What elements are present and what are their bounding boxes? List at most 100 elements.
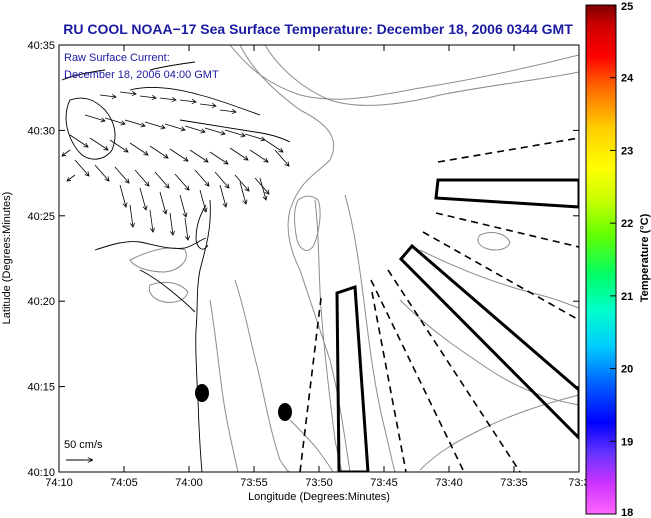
current-vector-head: [263, 157, 269, 163]
current-vector-head: [124, 178, 130, 184]
current-vector: [219, 184, 227, 208]
current-vector: [94, 164, 110, 182]
current-vector: [239, 181, 247, 205]
current-vector-head: [140, 122, 146, 128]
current-annotation-line1: Raw Surface Current:: [64, 52, 170, 64]
current-vector: [264, 139, 284, 153]
current-vector: [159, 97, 177, 101]
y-axis-ticks: 40:35 40:30 40:25 40:20 40:15 40:10: [27, 40, 579, 479]
current-vector: [144, 121, 166, 129]
zone-east: [398, 243, 579, 441]
current-vector-head: [231, 108, 237, 115]
coastline-nj-shore: [195, 199, 211, 472]
current-vector-head: [160, 124, 166, 130]
current-vector-head: [182, 212, 188, 218]
current-vector: [199, 189, 207, 213]
coastline-staten: [65, 97, 116, 160]
current-vector: [66, 174, 76, 182]
current-vector-head: [240, 132, 246, 138]
contour-coast-inner: [209, 299, 239, 472]
current-vector: [129, 204, 134, 228]
current-vector: [184, 217, 189, 241]
colorbar-tick-label: 19: [621, 436, 633, 448]
current-vector-head: [184, 185, 190, 191]
bathymetry-contours: [129, 45, 579, 472]
current-vector-head: [151, 94, 157, 101]
coastline-river-1: [61, 69, 106, 81]
y-tick-label: 40:20: [27, 296, 55, 308]
current-vector: [189, 149, 209, 163]
current-vector-head: [149, 227, 156, 233]
plot-area: Raw Surface Current: December 18, 2006 0…: [58, 44, 580, 473]
current-vector: [149, 145, 169, 159]
current-vector-head: [123, 147, 129, 153]
current-vector: [184, 125, 206, 133]
y-tick-label: 40:15: [27, 382, 55, 394]
current-vector: [104, 117, 126, 125]
coastline-river-2: [149, 61, 196, 71]
current-vector-head: [244, 186, 250, 192]
coastline-brooklyn: [129, 87, 261, 116]
current-vector: [134, 169, 150, 187]
current-vector-head: [180, 126, 186, 132]
current-vector: [214, 171, 230, 189]
current-vector-head: [104, 176, 110, 182]
current-vector: [244, 133, 266, 141]
coastline-inlet: [139, 269, 196, 313]
current-vector-head: [129, 222, 136, 228]
current-vector-head: [100, 117, 106, 123]
current-vector-head: [262, 195, 268, 201]
current-vector-head: [242, 199, 248, 205]
current-vector: [99, 94, 117, 98]
current-vector: [174, 173, 190, 191]
current-vector-head: [191, 98, 197, 105]
colorbar-tick-label: 24: [621, 73, 634, 85]
current-vector-head: [278, 147, 284, 153]
current-vector: [159, 191, 167, 215]
current-vector: [154, 171, 170, 189]
current-vector-head: [220, 130, 226, 136]
current-vector: [139, 95, 157, 99]
current-vector: [89, 137, 109, 151]
current-vector: [69, 134, 89, 148]
current-vector-head: [103, 145, 109, 151]
map-contents: [61, 45, 579, 472]
current-vector-head: [122, 202, 128, 208]
station-markers: [195, 384, 292, 421]
colorbar-tick-label: 21: [621, 291, 633, 303]
contour-channel-loop: [294, 195, 321, 251]
current-vector: [209, 151, 229, 165]
current-vector: [139, 187, 147, 211]
current-vector: [119, 91, 137, 95]
y-axis-label: Latitude (Degrees:Minutes): [1, 192, 13, 325]
current-vector: [179, 194, 187, 218]
colorbar-tick-label: 20: [621, 364, 633, 376]
coastline-rockaway: [179, 119, 291, 143]
current-vector: [194, 169, 210, 187]
colorbar-tick-label: 23: [621, 145, 633, 157]
current-vector-head: [120, 120, 126, 126]
y-tick-label: 40:30: [27, 125, 55, 137]
current-vector: [109, 139, 129, 153]
contour-shelf-1: [239, 45, 351, 472]
current-vector: [169, 212, 174, 236]
current-vector-head: [264, 189, 270, 195]
colorbar-label: Temperature (°C): [639, 213, 651, 302]
x-tick-label: 73:50: [305, 477, 333, 489]
contour-bay-2: [148, 281, 189, 303]
current-vector-head: [162, 209, 168, 215]
current-vector-head: [164, 183, 170, 189]
current-vector: [149, 209, 154, 233]
current-vector-head: [224, 183, 230, 189]
current-vector: [234, 174, 250, 192]
transect-lines: [299, 137, 579, 472]
current-vector-head: [84, 171, 90, 177]
current-vector-head: [169, 230, 176, 236]
current-vector: [84, 114, 106, 122]
x-tick-label: 74:10: [45, 477, 73, 489]
current-vector: [129, 142, 149, 156]
zone-south: [335, 284, 370, 472]
contour-shelf-2: [264, 45, 579, 106]
x-tick-label: 74:05: [110, 477, 138, 489]
